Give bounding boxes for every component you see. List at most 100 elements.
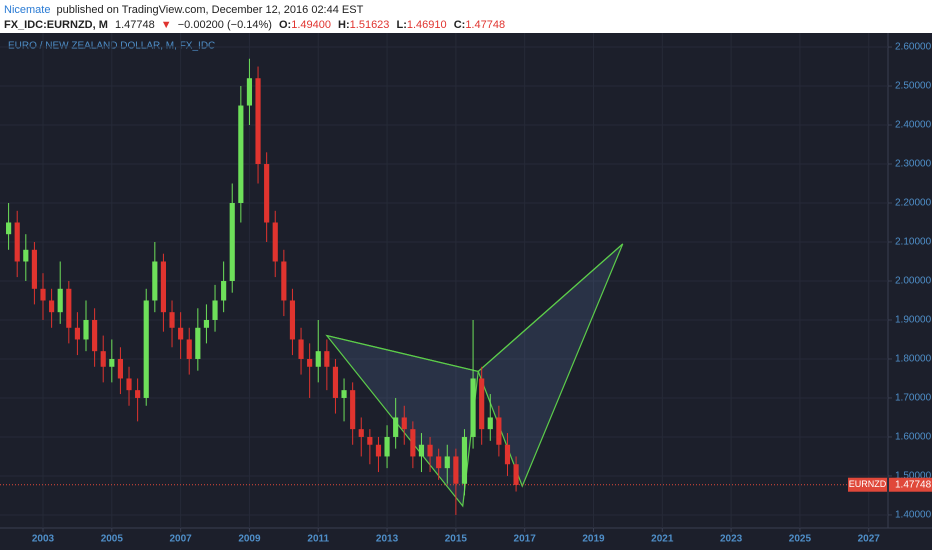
y-tick-label: 2.20000: [895, 198, 932, 209]
candle-body: [461, 436, 468, 484]
candle-body: [74, 327, 80, 340]
plot: [0, 33, 888, 528]
candle-body: [117, 358, 123, 379]
candle-body: [109, 358, 115, 367]
candle-body: [195, 327, 201, 359]
x-tick-label: 2019: [582, 534, 605, 545]
candle-body: [100, 351, 106, 367]
candle-body: [255, 78, 261, 165]
x-tick-label: 2025: [789, 534, 812, 545]
candle-body: [350, 390, 356, 430]
candle-body: [92, 319, 98, 352]
candle-body: [384, 436, 390, 457]
candle-body: [289, 300, 296, 340]
open-label: O:: [279, 19, 291, 31]
candle-body: [298, 339, 304, 359]
last-price-box: [889, 477, 932, 492]
x-tick-label: 2017: [514, 534, 537, 545]
candle-body: [324, 351, 330, 367]
candle-body: [143, 300, 149, 398]
candle-body: [126, 378, 132, 391]
arrow: ▼: [161, 19, 172, 31]
y-tick-label: 1.50000: [895, 471, 932, 482]
header-line-2: FX_IDC:EURNZD, M 1.47748 ▼ −0.00200 (−0.…: [4, 19, 505, 31]
candle-body: [212, 300, 218, 320]
candle-body: [66, 288, 72, 328]
x-tick-label: 2005: [101, 534, 124, 545]
candle-body: [160, 261, 167, 313]
x-tick-label: 2027: [858, 534, 881, 545]
candle-body: [487, 417, 493, 430]
candle-body: [221, 280, 227, 301]
candle-body: [401, 417, 407, 430]
y-tick-label: 2.10000: [895, 237, 932, 248]
last: 1.47748: [115, 19, 155, 31]
low-label: L:: [396, 19, 406, 31]
candle-body: [341, 390, 347, 398]
candle-body: [470, 378, 476, 437]
y-tick-label: 1.60000: [895, 432, 932, 443]
y-tick-label: 1.90000: [895, 315, 932, 326]
candle-body: [83, 319, 89, 340]
published: published on TradingView.com, December 1…: [57, 4, 364, 16]
open: 1.49400: [291, 19, 331, 31]
candle-body: [135, 390, 141, 398]
y-tick-label: 2.00000: [895, 276, 932, 287]
candle-body: [229, 203, 235, 281]
candle-body: [358, 429, 364, 437]
candle-body: [418, 444, 425, 457]
x-tick-label: 2007: [170, 534, 193, 545]
candle-body: [203, 319, 210, 328]
symbol-label: EURNZD: [849, 479, 887, 489]
candle-body: [272, 222, 278, 262]
y-tick-label: 2.40000: [895, 120, 932, 131]
candle-body: [178, 327, 184, 340]
candle-body: [332, 366, 339, 398]
author[interactable]: Nicemate: [4, 4, 50, 16]
candle-body: [49, 300, 55, 313]
y-tick-label: 2.50000: [895, 81, 932, 92]
last-price-label: 1.47748: [895, 479, 932, 490]
candle-body: [444, 456, 450, 469]
candle-body: [6, 222, 12, 235]
y-tick-label: 1.70000: [895, 393, 932, 404]
candle-body: [367, 436, 373, 445]
candle-body: [504, 444, 511, 465]
candle-body: [23, 249, 29, 262]
candle-body: [264, 164, 270, 223]
pattern-line: [477, 243, 624, 372]
candle-body: [479, 378, 485, 430]
symbol-box: [848, 477, 887, 492]
candle-body: [375, 444, 382, 457]
candle-body: [513, 464, 519, 485]
candle-body: [31, 249, 37, 289]
candle-body: [436, 456, 442, 469]
candle-body: [40, 288, 46, 301]
pattern-line: [326, 334, 479, 373]
high-label: H:: [338, 19, 350, 31]
candle-body: [410, 429, 416, 457]
x-tick-label: 2009: [238, 534, 261, 545]
y-tick-label: 1.80000: [895, 354, 932, 365]
candle-body: [315, 351, 321, 367]
candle-body: [496, 417, 502, 445]
x-tick-label: 2021: [651, 534, 674, 545]
candle-body: [281, 261, 287, 301]
candle-body: [307, 358, 313, 367]
candle-body: [186, 339, 192, 359]
y-tick-label: 1.40000: [895, 510, 932, 521]
close: 1.47748: [465, 19, 505, 31]
header-line-1: Nicemate published on TradingView.com, D…: [4, 4, 364, 16]
close-label: C:: [454, 19, 466, 31]
x-tick-label: 2003: [32, 534, 55, 545]
candle-body: [152, 261, 158, 301]
change: −0.00200 (−0.14%): [178, 19, 272, 31]
x-tick-label: 2011: [307, 534, 329, 545]
candle-body: [246, 78, 253, 106]
candle-body: [393, 417, 399, 437]
x-tick-label: 2023: [720, 534, 743, 545]
candle-body: [453, 456, 459, 484]
candle-body: [57, 288, 63, 313]
